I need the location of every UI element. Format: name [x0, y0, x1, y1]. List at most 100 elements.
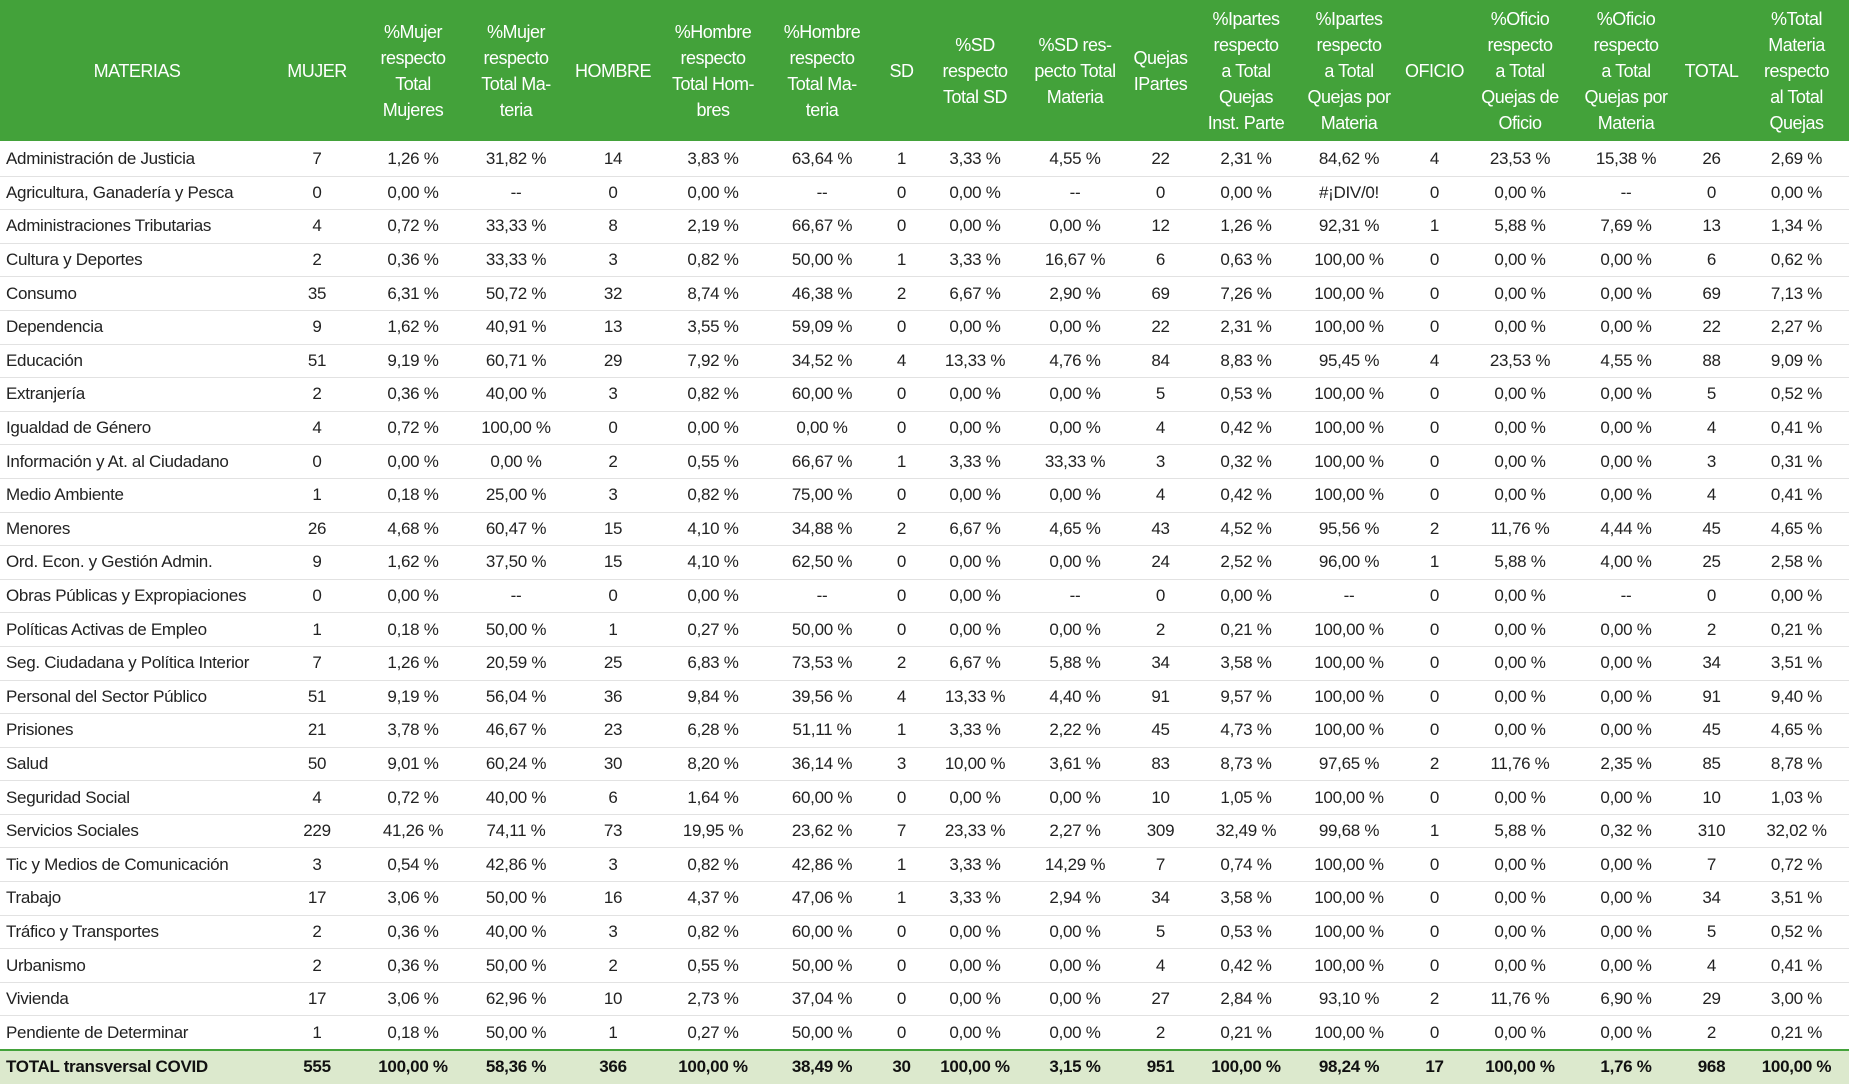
- value-cell: 0: [1402, 713, 1467, 748]
- value-cell: 1: [1402, 545, 1467, 580]
- value-cell: 0,21 %: [1196, 612, 1296, 647]
- value-cell: 9,09 %: [1744, 344, 1849, 379]
- header-text: Materia: [1046, 86, 1104, 107]
- data-row: Tic y Medios de Comunicación 3 0,54 % 42,86…: [0, 847, 1849, 883]
- value-cell: 3: [1679, 444, 1744, 479]
- value-cell: 3,83 %: [660, 142, 766, 177]
- value-cell: 50,00 %: [466, 881, 566, 916]
- value-cell: 34: [1679, 881, 1744, 916]
- value-cell: 555: [274, 1049, 360, 1084]
- header-text: Total: [395, 73, 431, 94]
- value-cell: 1: [274, 612, 360, 647]
- header-text: Total Ma-: [787, 73, 857, 94]
- value-cell: 0,00 %: [1573, 915, 1679, 950]
- value-cell: 21: [274, 713, 360, 748]
- data-row: Igualdad de Género 4 0,72 % 100,00 % 0 0,00 %…: [0, 411, 1849, 446]
- header-text: Mujeres: [382, 99, 444, 120]
- value-cell: --: [466, 176, 566, 211]
- value-cell: 0,72 %: [1744, 847, 1849, 883]
- value-cell: --: [1573, 579, 1679, 614]
- value-cell: 0: [1679, 176, 1744, 211]
- value-cell: 100,00 %: [925, 1049, 1025, 1084]
- data-row: Cultura y Deportes 2 0,36 % 33,33 % 3 0,82 % 5…: [0, 243, 1849, 278]
- value-cell: 4,65 %: [1744, 512, 1849, 547]
- header-text: IPartes: [1133, 73, 1188, 94]
- value-cell: 7: [1125, 847, 1196, 883]
- subject-cell: Servicios Sociales: [0, 814, 274, 849]
- value-cell: 6,28 %: [660, 713, 766, 748]
- value-cell: 3,51 %: [1744, 646, 1849, 681]
- column-header: %SD res-pecto Total Materia: [1025, 0, 1125, 143]
- value-cell: 0: [566, 176, 660, 211]
- header-text: respecto: [380, 47, 446, 68]
- value-cell: 2: [566, 948, 660, 983]
- header-text: Oficio: [1498, 112, 1542, 133]
- value-cell: 4,68 %: [360, 512, 466, 547]
- header-text: %Hombre: [674, 21, 752, 42]
- value-cell: 0: [1402, 411, 1467, 446]
- value-cell: 17: [274, 982, 360, 1017]
- value-cell: 10: [1125, 780, 1196, 815]
- value-cell: 9,19 %: [360, 344, 466, 379]
- column-header: %Mujer respecto Total Mujeres: [360, 0, 466, 143]
- value-cell: 0,36 %: [360, 377, 466, 412]
- value-cell: 1: [566, 612, 660, 647]
- value-cell: 26: [274, 512, 360, 547]
- header-text: Materia: [1597, 112, 1655, 133]
- value-cell: 0,32 %: [1573, 814, 1679, 849]
- value-cell: 0,00 %: [925, 478, 1025, 513]
- value-cell: 0: [1125, 176, 1196, 211]
- value-cell: 0,00 %: [1196, 176, 1296, 211]
- value-cell: 0,00 %: [1573, 276, 1679, 311]
- value-cell: 1,64 %: [660, 780, 766, 815]
- value-cell: 309: [1125, 814, 1196, 849]
- value-cell: 17: [1402, 1049, 1467, 1084]
- value-cell: 2: [878, 276, 925, 311]
- value-cell: 16: [566, 881, 660, 916]
- value-cell: 0,00 %: [925, 310, 1025, 345]
- header-text: a Total: [1601, 60, 1651, 81]
- header-text: %SD res-: [1038, 34, 1112, 55]
- header-text: MATERIAS: [93, 60, 181, 81]
- value-cell: 0,00 %: [1573, 713, 1679, 748]
- value-cell: 3,51 %: [1744, 881, 1849, 916]
- value-cell: 96,00 %: [1296, 545, 1402, 580]
- value-cell: 0,54 %: [360, 847, 466, 883]
- value-cell: 9,40 %: [1744, 680, 1849, 715]
- value-cell: 3: [566, 915, 660, 950]
- value-cell: 3,00 %: [1744, 982, 1849, 1017]
- column-header: Quejas IPartes: [1125, 0, 1196, 143]
- data-row: Extranjería 2 0,36 % 40,00 % 3 0,82 % 60,00 % 0…: [0, 377, 1849, 412]
- value-cell: 0,00 %: [1573, 478, 1679, 513]
- value-cell: 1: [878, 243, 925, 278]
- value-cell: 5: [1125, 915, 1196, 950]
- value-cell: 42,86 %: [766, 847, 878, 883]
- value-cell: 0,82 %: [660, 243, 766, 278]
- value-cell: 4: [274, 780, 360, 815]
- value-cell: 1: [878, 444, 925, 479]
- header-text: Quejas: [1218, 86, 1274, 107]
- value-cell: 0,00 %: [1025, 478, 1125, 513]
- value-cell: 5: [1679, 915, 1744, 950]
- subject-cell: Seg. Ciudadana y Política Interior: [0, 646, 274, 681]
- value-cell: 310: [1679, 814, 1744, 849]
- value-cell: 37,04 %: [766, 982, 878, 1017]
- header-text: Quejas: [1769, 112, 1824, 133]
- value-cell: 0: [1402, 612, 1467, 647]
- header-text: %SD: [955, 34, 995, 55]
- value-cell: 6,83 %: [660, 646, 766, 681]
- value-cell: 23,53 %: [1467, 142, 1573, 177]
- value-cell: 51,11 %: [766, 713, 878, 748]
- value-cell: 4: [1679, 478, 1744, 513]
- data-row: Dependencia 9 1,62 % 40,91 % 13 3,55 % 59,09 %…: [0, 310, 1849, 345]
- value-cell: 3: [274, 847, 360, 883]
- value-cell: 0: [274, 579, 360, 614]
- value-cell: 1: [1402, 209, 1467, 244]
- value-cell: 100,00 %: [1296, 243, 1402, 278]
- value-cell: 4,10 %: [660, 545, 766, 580]
- value-cell: 62,50 %: [766, 545, 878, 580]
- value-cell: 59,09 %: [766, 310, 878, 345]
- data-row: Información y At. al Ciudadano 0 0,00 % 0,0…: [0, 444, 1849, 479]
- value-cell: 4: [1679, 411, 1744, 446]
- data-row: Consumo 35 6,31 % 50,72 % 32 8,74 % 46,38 % 2 6,…: [0, 276, 1849, 311]
